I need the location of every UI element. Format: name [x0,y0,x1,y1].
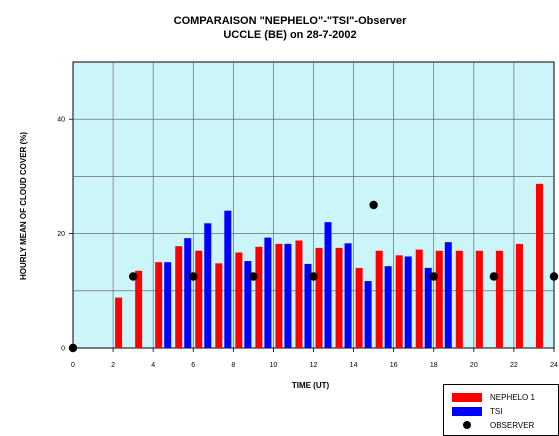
bar-nephelo-1 [395,255,403,348]
bar-nephelo-1 [195,250,203,348]
bar-tsi [324,222,332,348]
bar-nephelo-1 [435,250,443,348]
bar-tsi [344,243,352,348]
bar-nephelo-1 [375,250,383,348]
legend: NEPHELO 1 TSI OBSERVER [443,384,559,436]
bar-tsi [164,262,172,348]
bar-tsi [384,266,392,348]
bar-nephelo-1 [255,246,263,348]
bar-tsi [444,242,452,348]
legend-swatch-nephelo [452,392,482,402]
legend-item-tsi: TSI [452,405,502,417]
observer-point [189,272,198,281]
bar-nephelo-1 [275,243,283,348]
legend-swatch-tsi [452,406,482,416]
x-tick-label: 8 [231,362,235,369]
bar-nephelo-1 [135,270,143,348]
x-tick-label: 18 [430,362,438,369]
bar-tsi [244,261,252,348]
x-tick-label: 20 [470,362,478,369]
bar-nephelo-1 [155,262,163,348]
bar-tsi [204,223,212,348]
bar-tsi [264,237,272,348]
x-tick-label: 12 [310,362,318,369]
points-layer [68,200,559,353]
bar-tsi [404,256,412,348]
bar-nephelo-1 [115,297,123,348]
bar-tsi [364,281,372,348]
legend-marker-observer [463,421,471,429]
x-tick-label: 4 [151,362,155,369]
chart-subtitle: UCCLE (BE) on 28-7-2002 [223,29,357,41]
x-axis-label: TIME (UT) [292,381,330,390]
grid [73,62,554,348]
bar-tsi [304,263,312,348]
observer-point [549,272,559,281]
x-tick-label: 14 [350,362,358,369]
bar-nephelo-1 [235,252,243,348]
observer-point [489,272,499,281]
x-tick-label: 22 [510,362,518,369]
x-tick-label: 24 [550,362,558,369]
y-tick-label: 40 [57,117,65,124]
legend-label-nephelo: NEPHELO 1 [490,392,535,402]
chart-title-line1: COMPARAISON "NEPHELO"-"TSI"-Observer [173,15,407,27]
legend-item-nephelo: NEPHELO 1 [452,391,535,403]
bar-nephelo-1 [515,243,523,348]
x-tick-label: 2 [111,362,115,369]
bar-nephelo-1 [335,247,343,348]
bar-nephelo-1 [415,249,423,348]
bar-nephelo-1 [495,250,503,348]
bar-nephelo-1 [475,250,483,348]
y-tick-label: 20 [57,231,65,238]
bar-tsi [424,267,432,348]
legend-item-observer: OBSERVER [452,419,534,431]
bar-nephelo-1 [175,246,183,348]
x-tick-label: 6 [191,362,195,369]
observer-point [369,200,378,210]
y-axis-label: HOURLY MEAN OF CLOUD COVER (%) [19,132,28,280]
y-tick-label: 0 [61,346,65,353]
bar-nephelo-1 [215,263,223,348]
chart-title: COMPARAISON "NEPHELO"-"TSI"-Observer UCC… [0,14,559,42]
observer-point [249,272,258,281]
observer-point [309,272,318,281]
bar-tsi [284,243,292,348]
bar-tsi [184,238,192,348]
x-tick-label: 0 [71,362,75,369]
bar-nephelo-1 [295,240,303,348]
legend-label-tsi: TSI [490,406,503,416]
bar-nephelo-1 [535,183,543,348]
observer-point [128,272,138,281]
x-tick-label: 16 [390,362,398,369]
bar-nephelo-1 [315,247,323,348]
bar-tsi [224,210,232,348]
observer-point [429,272,438,281]
bar-nephelo-1 [455,250,463,348]
x-tick-label: 10 [270,362,278,369]
bars-layer [115,183,543,348]
legend-label-observer: OBSERVER [490,420,535,430]
bar-nephelo-1 [355,267,363,348]
